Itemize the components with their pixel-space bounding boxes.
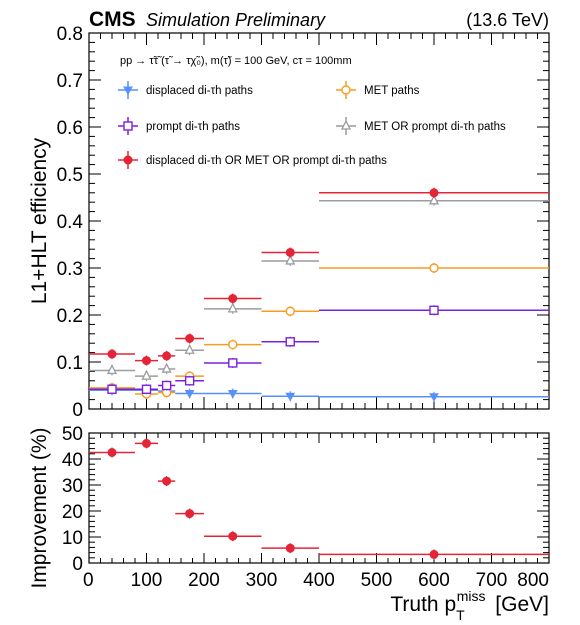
met-or-prompt-point bbox=[141, 369, 152, 380]
combined-or-point bbox=[185, 334, 195, 343]
y-tick-label: 10 bbox=[62, 528, 83, 549]
met-point bbox=[285, 306, 295, 316]
x-tick-label: 100 bbox=[131, 570, 163, 591]
legend-marker bbox=[341, 85, 351, 95]
met-or-prompt-point bbox=[285, 254, 296, 265]
x-tick-label: 200 bbox=[188, 570, 220, 591]
x-tick-label: 700 bbox=[476, 570, 508, 591]
met-or-prompt-point bbox=[161, 362, 172, 373]
improvement-point bbox=[228, 531, 238, 541]
efficiency-ticks: 0 0.1 0.2 0.3 0.4 0.5 0.6 0.7 0.8 bbox=[57, 24, 550, 421]
prompt-ditau-point bbox=[429, 305, 439, 315]
prompt-ditau-point bbox=[285, 337, 295, 347]
x-tick-label: 800 bbox=[517, 570, 549, 591]
met-or-prompt-point bbox=[106, 364, 118, 375]
legend: displaced di-τh paths MET paths prompt di-… bbox=[118, 81, 506, 169]
y-tick-label: 20 bbox=[62, 502, 83, 523]
y-tick-label: 0 bbox=[72, 400, 83, 421]
prompt-ditau-point bbox=[107, 384, 117, 394]
combined-or-point bbox=[429, 188, 439, 198]
combined-or-point bbox=[107, 349, 117, 359]
met-or-prompt-point bbox=[184, 343, 195, 354]
displaced-ditau-point bbox=[429, 393, 439, 402]
legend-marker bbox=[123, 86, 133, 96]
y-tick-label: 0 bbox=[72, 554, 83, 575]
improvement-point bbox=[162, 476, 172, 486]
x-tick-label: 400 bbox=[303, 570, 335, 591]
improvement-point bbox=[107, 448, 117, 457]
y-tick-label: 0.4 bbox=[57, 212, 84, 233]
prompt-ditau-point bbox=[141, 384, 152, 394]
y-tick-label: 0.5 bbox=[57, 165, 83, 186]
prompt-ditau-point bbox=[161, 380, 172, 391]
y-tick-label: 0.2 bbox=[57, 306, 83, 327]
prompt-ditau-point bbox=[184, 376, 195, 386]
y-tick-label: 0.7 bbox=[57, 71, 83, 92]
legend-label: displaced di-τh paths bbox=[146, 85, 253, 97]
x-tick-label: 500 bbox=[361, 570, 393, 591]
combined-or-point bbox=[228, 294, 238, 304]
displaced-ditau-point bbox=[184, 389, 195, 399]
improvement-point bbox=[429, 549, 439, 559]
improvement-point bbox=[185, 509, 195, 519]
efficiency-series bbox=[89, 187, 549, 402]
improvement-series bbox=[89, 438, 549, 560]
met-or-prompt-point bbox=[428, 194, 440, 205]
y-tick-label: 30 bbox=[62, 476, 83, 497]
met-or-prompt-series bbox=[89, 194, 549, 382]
improvement-series bbox=[89, 438, 549, 560]
combined-or-point bbox=[285, 247, 295, 257]
legend-label: prompt di-τh paths bbox=[146, 121, 240, 133]
x-tick-label: 0 bbox=[83, 570, 94, 591]
y-tick-label: 0.8 bbox=[57, 24, 83, 45]
displaced-ditau-point bbox=[285, 392, 296, 402]
process-annotation: pp → τ̃τ̃ (τ̃ → τχ̃₀), m(τ̃) = 100 GeV, … bbox=[120, 55, 352, 67]
legend-marker bbox=[123, 155, 133, 165]
y-tick-label: 0.3 bbox=[57, 259, 83, 280]
met-point bbox=[429, 263, 439, 273]
x-tick-label: 600 bbox=[418, 570, 450, 591]
legend-label: MET paths bbox=[364, 85, 420, 97]
improvement-point bbox=[142, 438, 151, 448]
energy-label: (13.6 TeV) bbox=[466, 10, 549, 30]
y-tick-label: 50 bbox=[62, 424, 83, 445]
improvement-panel-frame bbox=[88, 432, 550, 564]
legend-marker bbox=[123, 121, 133, 131]
status-label: Simulation Preliminary bbox=[146, 10, 326, 30]
met-series bbox=[89, 263, 549, 399]
prompt-ditau-point bbox=[228, 358, 238, 368]
combined-or-series bbox=[89, 187, 549, 366]
legend-label: displaced di-τh OR MET OR prompt di-τh p… bbox=[146, 155, 387, 167]
x-tick-label: 300 bbox=[246, 570, 278, 591]
cms-label: CMS bbox=[89, 8, 136, 31]
legend-marker bbox=[340, 119, 352, 130]
prompt-ditau-series bbox=[89, 305, 549, 395]
improvement-point bbox=[285, 543, 295, 553]
y-axis-title-improvement: Improvement (%) bbox=[28, 427, 51, 588]
x-axis-title: Truth pTmiss [GeV] bbox=[390, 588, 549, 623]
combined-or-point bbox=[142, 356, 151, 366]
met-point bbox=[228, 339, 238, 350]
displaced-ditau-point bbox=[227, 389, 238, 399]
y-axis-title-efficiency: L1+HLT efficiency bbox=[28, 137, 51, 304]
met-or-prompt-point bbox=[227, 302, 238, 313]
legend-label: MET OR prompt di-τh paths bbox=[364, 121, 506, 133]
y-tick-label: 0.1 bbox=[57, 353, 83, 374]
y-tick-label: 0.6 bbox=[57, 118, 83, 139]
combined-or-point bbox=[162, 351, 172, 361]
y-tick-label: 40 bbox=[62, 450, 83, 471]
